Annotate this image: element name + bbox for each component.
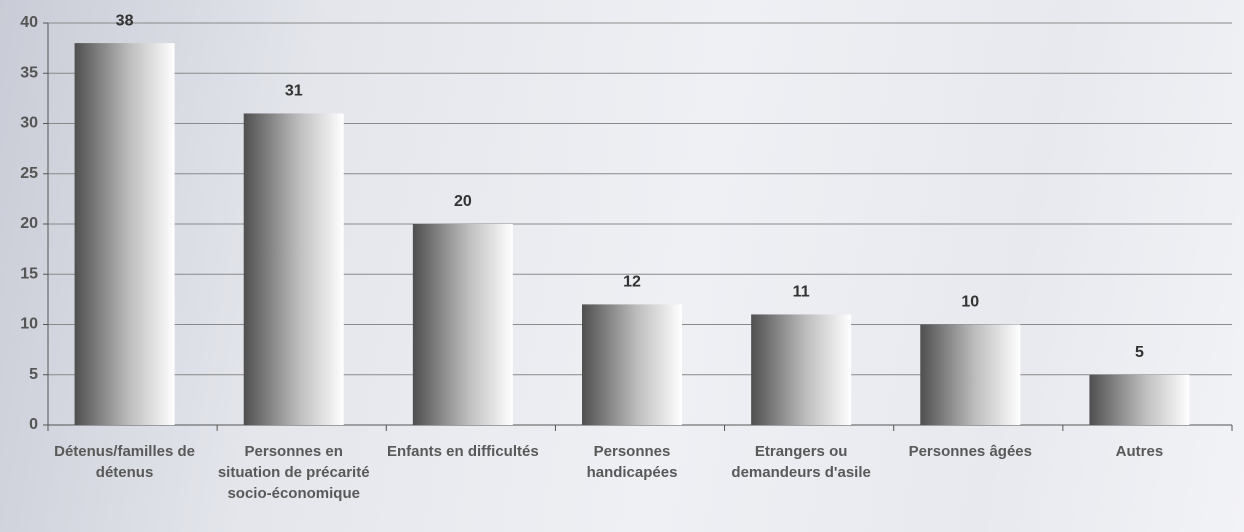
y-tick-label: 0 xyxy=(29,416,38,433)
bar xyxy=(244,113,344,425)
y-tick-label: 35 xyxy=(20,64,38,81)
y-tick-label: 40 xyxy=(20,14,38,31)
x-tick-label: Enfants en difficultés xyxy=(383,441,543,462)
value-label: 10 xyxy=(961,294,979,311)
bar xyxy=(413,224,513,425)
value-label: 5 xyxy=(1135,344,1144,361)
x-tick-label: Personnes handicapées xyxy=(552,441,712,483)
y-tick-label: 30 xyxy=(20,115,38,132)
x-tick-label: Personnes âgées xyxy=(890,441,1050,462)
x-tick-label: Détenus/familles de détenus xyxy=(45,441,205,483)
bar xyxy=(1089,375,1189,425)
y-tick-label: 15 xyxy=(20,265,38,282)
value-label: 12 xyxy=(623,274,641,291)
y-tick-label: 10 xyxy=(20,316,38,333)
value-label: 31 xyxy=(285,83,303,100)
y-tick-label: 5 xyxy=(29,366,38,383)
bar xyxy=(582,304,682,425)
y-tick-label: 20 xyxy=(20,215,38,232)
value-label: 20 xyxy=(454,193,472,210)
bar xyxy=(75,43,175,425)
x-tick-label: Etrangers ou demandeurs d'asile xyxy=(721,441,881,483)
x-tick-label: Personnes en situation de précarité soci… xyxy=(214,441,374,504)
x-tick-label: Autres xyxy=(1059,441,1219,462)
bar xyxy=(920,325,1020,426)
value-label: 38 xyxy=(116,12,134,29)
value-label: 11 xyxy=(793,284,810,301)
chart: 0 5 10 15 20 25 30 35 40 38 31 20 12 11 10 5 Détenus/fa… xyxy=(0,0,1244,532)
bar xyxy=(751,314,851,425)
y-tick-label: 25 xyxy=(20,165,38,182)
